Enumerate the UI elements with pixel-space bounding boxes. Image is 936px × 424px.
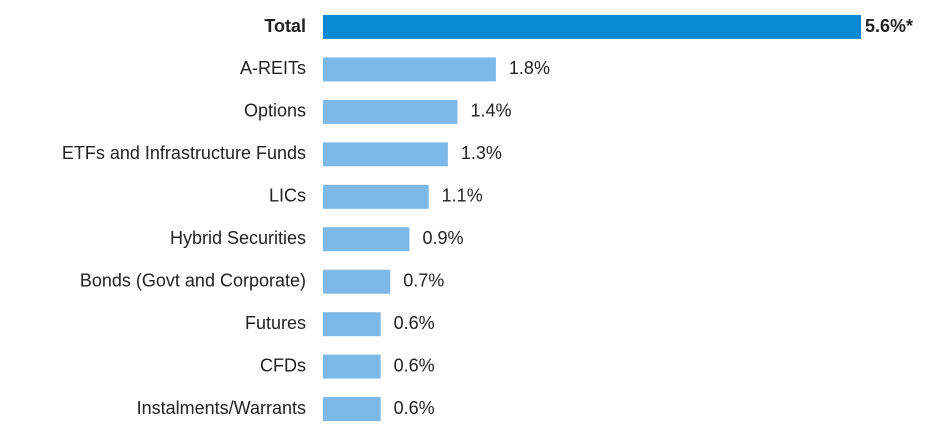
value-label: 5.6%* — [865, 16, 913, 36]
bar — [323, 312, 381, 337]
bar — [323, 142, 448, 167]
bar — [323, 99, 458, 124]
category-label: A-REITs — [240, 58, 306, 78]
category-label: Futures — [245, 313, 306, 333]
bar — [323, 15, 861, 39]
category-label: Hybrid Securities — [170, 228, 306, 248]
value-label: 1.8% — [509, 58, 550, 78]
category-label: CFDs — [260, 355, 306, 375]
category-label: Options — [244, 101, 306, 121]
bar — [323, 354, 381, 379]
category-label: Instalments/Warrants — [137, 398, 306, 418]
category-label: LICs — [269, 186, 306, 206]
bar — [323, 227, 410, 252]
value-label: 0.6% — [394, 355, 435, 375]
bar — [323, 57, 496, 82]
value-label: 0.9% — [422, 228, 463, 248]
value-label: 0.7% — [403, 270, 444, 290]
bar — [323, 184, 429, 209]
bar — [323, 397, 381, 422]
value-label: 0.6% — [394, 398, 435, 418]
category-label: Bonds (Govt and Corporate) — [80, 270, 306, 290]
value-label: 1.4% — [471, 101, 512, 121]
category-label: Total — [264, 16, 306, 36]
value-label: 1.1% — [442, 186, 483, 206]
value-label: 0.6% — [394, 313, 435, 333]
category-label: ETFs and Infrastructure Funds — [62, 143, 306, 163]
bar — [323, 269, 391, 294]
value-label: 1.3% — [461, 143, 502, 163]
